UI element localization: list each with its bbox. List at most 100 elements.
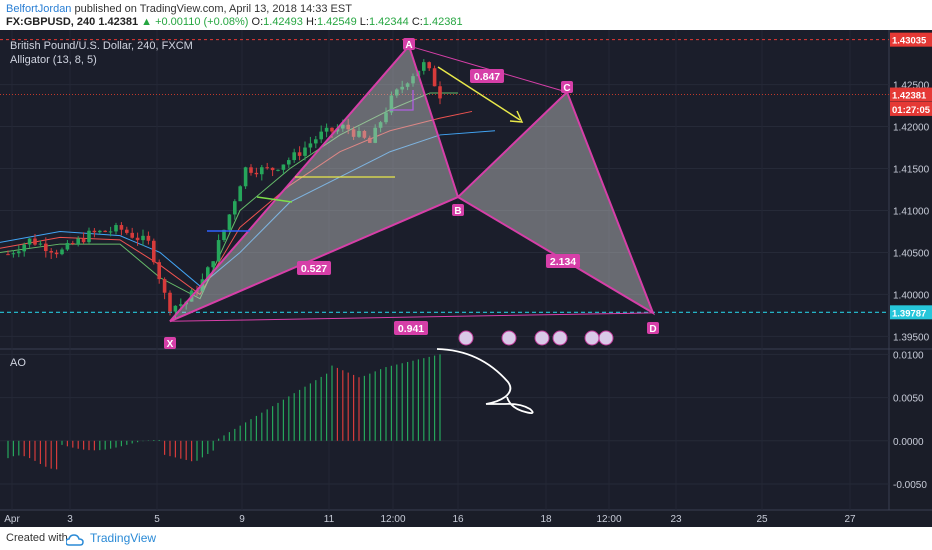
ratio-label: 2.134 [550, 256, 576, 268]
candle-body [168, 292, 172, 312]
time-tick-label: Apr [4, 514, 20, 525]
candle-body [405, 83, 410, 87]
footer: Created with TradingView [0, 527, 932, 550]
purple-box-marker [390, 90, 414, 111]
event-flag-icon [552, 330, 568, 346]
candle-body [260, 167, 264, 175]
pattern-point-badge [647, 322, 659, 334]
author-link[interactable]: BelfortJordan [6, 3, 72, 15]
event-flag-icon [534, 330, 550, 346]
trend-arrow-shaft [437, 66, 521, 121]
candle-body [319, 131, 323, 140]
ratio-badge [546, 254, 580, 268]
candle-body [179, 304, 183, 306]
candle-body [162, 279, 167, 293]
candle-body [233, 201, 237, 215]
candle-body [92, 230, 97, 233]
high-label: H: [305, 16, 317, 28]
alligator-jaw-line [0, 130, 496, 287]
pattern-point-badge [452, 204, 464, 216]
time-tick-label: 9 [239, 514, 245, 525]
time-tick-label: 3 [67, 514, 73, 525]
candle-body [303, 147, 307, 156]
candle-body [227, 214, 232, 230]
candle-body [368, 137, 372, 143]
candle-body [22, 244, 26, 252]
ao-tick-label: -0.0050 [893, 480, 927, 491]
candle-body [11, 253, 16, 255]
price-pane[interactable] [0, 30, 889, 350]
ao-label[interactable]: AO [10, 357, 26, 369]
candle-body [314, 139, 318, 144]
pattern-point-label: X [167, 339, 174, 350]
low-label: L: [359, 16, 369, 28]
price-tick-label: 1.39500 [893, 332, 930, 343]
ratio-label: 0.527 [301, 263, 327, 275]
drawing-annotations [207, 66, 614, 414]
trend-arrow-head [509, 110, 524, 123]
time-tick-label: 11 [324, 514, 335, 525]
candle-body [87, 230, 91, 243]
created-with-text: Created with [6, 532, 68, 544]
pattern-point-label: D [649, 324, 656, 335]
candle-body [378, 122, 383, 128]
pattern-point-label: C [563, 83, 570, 94]
time-tick-label: 25 [756, 514, 768, 525]
candle-body [103, 230, 107, 232]
time-tick-label: 12:00 [380, 514, 405, 525]
candle-body [427, 62, 431, 69]
candle-body [27, 238, 32, 245]
price-tag [890, 32, 932, 47]
candle-body [38, 243, 43, 245]
ao-pane[interactable] [0, 350, 889, 510]
candle-body [324, 127, 329, 132]
high-value: 1.42549 [316, 16, 357, 28]
alligator-teeth-line [0, 110, 473, 296]
tradingview-brand[interactable]: TradingView [90, 531, 157, 545]
candle-body [71, 243, 75, 245]
candle-body [362, 131, 367, 138]
published-text: published on TradingView.com, April 13, … [74, 3, 352, 15]
price-axis: 1.42500 1.42000 1.41500 1.41000 1.40500 1.400… [890, 32, 932, 491]
candle-body [254, 172, 259, 175]
price-tag [890, 101, 932, 116]
candle-body [206, 267, 210, 280]
candle-body [308, 143, 313, 148]
candle-body [216, 240, 221, 262]
ao-tick-label: 0.0100 [893, 350, 924, 361]
candle-body [44, 243, 48, 252]
close-value: 1.42381 [422, 16, 463, 28]
chart-canvas[interactable]: X A B C D 0.527 0.847 2.134 0.941 1.42500 1.42000… [0, 30, 932, 527]
candle-body [384, 112, 388, 123]
ao-tick-label: 0.0000 [893, 437, 924, 448]
ratio-label: 0.847 [474, 71, 500, 83]
harmonic-pattern[interactable]: X A B C D 0.527 0.847 2.134 0.941 [164, 38, 659, 350]
pattern-point-badge [561, 81, 573, 93]
indicator-label[interactable]: Alligator (13, 8, 5) [10, 54, 97, 66]
candle-body [173, 305, 178, 312]
candle-body [297, 152, 302, 156]
price-tag-label: 01:27:05 [892, 105, 931, 116]
hand-drawn-arrow [436, 348, 534, 414]
time-tick-label: 18 [540, 514, 552, 525]
candle-body [146, 235, 151, 241]
alligator-lips-line [0, 92, 458, 300]
candle-body [60, 249, 64, 255]
time-tick-label: 16 [452, 514, 464, 525]
ratio-badge [394, 321, 428, 335]
price-tick-label: 1.42500 [893, 81, 930, 92]
chart-title: British Pound/U.S. Dollar, 240, FXCM [10, 40, 193, 52]
event-flag-icon [458, 330, 474, 346]
candle-body [65, 243, 70, 250]
candle-body [287, 160, 291, 165]
candle-body [335, 128, 340, 132]
candle-body [98, 230, 102, 233]
price-tag-label: 1.43035 [892, 36, 927, 47]
candle-body [243, 167, 248, 187]
candle-body [373, 127, 377, 143]
event-flag-icon [501, 330, 517, 346]
candle-body [152, 240, 156, 263]
price-change: ▲ +0.00110 (+0.08%) [141, 16, 249, 28]
candle-body [270, 167, 275, 171]
time-tick-label: 27 [844, 514, 856, 525]
